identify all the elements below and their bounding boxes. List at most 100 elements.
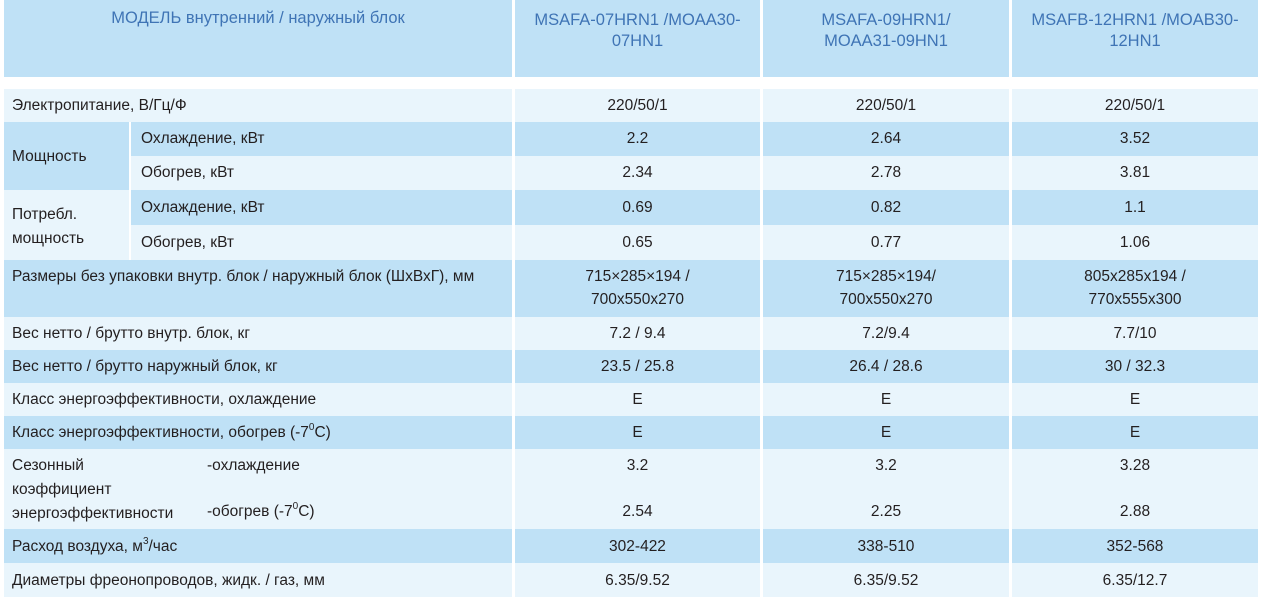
seasonal-heating-label-end: C): [298, 503, 315, 520]
seasonal-group-label-line-2: коэффициент: [12, 481, 112, 498]
energy-class-heating-value-2: E: [880, 424, 892, 441]
pipes-value-1: 6.35/9.52: [605, 572, 670, 589]
dimensions-value-1-line-1: 715×285×194 /: [585, 268, 690, 285]
dimensions-value-3-line-2: 770x555x300: [1088, 291, 1182, 308]
row-energy-class-heating: [4, 416, 1258, 449]
power-supply-label: Электропитание, В/Гц/Ф: [12, 97, 187, 114]
energy-class-cooling-value-1: E: [632, 391, 643, 408]
header-model-1-cell: MSAFA-07HRN1 /MOAA30- 07HN1: [515, 0, 760, 77]
energy-class-heating-label: Класс энергоэффективности, обогрев (-70C…: [12, 421, 331, 443]
weight-indoor-value-3: 7.7/10: [1113, 325, 1157, 342]
airflow-label-end: /час: [148, 538, 178, 555]
header-model-2-line-1: MSAFA-09HRN1/: [821, 11, 951, 29]
column-divider: [129, 122, 131, 260]
weight-outdoor-value-1: 23.5 / 25.8: [600, 358, 675, 375]
header-model-1-line-1: MSAFA-07HRN1 /MOAA30-: [534, 11, 741, 29]
degree-superscript: 0: [308, 421, 315, 433]
capacity-cooling-label: Охлаждение, кВт: [141, 130, 265, 147]
header-model-label: МОДЕЛЬ внутренний / наружный блок: [111, 9, 405, 27]
seasonal-cooling-value-2: 3.2: [875, 457, 897, 474]
capacity-cooling-value-3: 3.52: [1119, 130, 1151, 147]
seasonal-cooling-value-3: 3.28: [1119, 457, 1151, 474]
consumption-cooling-value-3: 1.1: [1124, 199, 1146, 216]
weight-indoor-label: Вес нетто / брутто внутр. блок, кг: [12, 325, 250, 342]
airflow-value-1: 302-422: [609, 538, 666, 555]
row-weight-outdoor: [4, 350, 1258, 383]
seasonal-cooling-value-1: 3.2: [626, 457, 649, 474]
weight-indoor-value-2: 7.2/9.4: [862, 325, 910, 342]
row-consumption-cooling: [131, 190, 1258, 225]
airflow-value-3: 352-568: [1106, 538, 1164, 555]
weight-outdoor-label: Вес нетто / брутто наружный блок, кг: [12, 358, 278, 375]
energy-class-heating-value-3: E: [1129, 424, 1141, 441]
power-supply-value-2: 220/50/1: [855, 97, 917, 114]
power-supply-value-1: 220/50/1: [607, 97, 668, 114]
column-divider: [1009, 0, 1012, 597]
column-divider: [512, 0, 515, 597]
capacity-heating-value-1: 2.34: [622, 164, 653, 181]
weight-outdoor-value-2: 26.4 / 28.6: [849, 358, 923, 375]
seasonal-group-label-line-1: Сезонный: [12, 457, 84, 474]
capacity-heating-value-3: 3.81: [1119, 164, 1151, 181]
header-model-1-line-2: 07HN1: [611, 32, 664, 50]
capacity-cooling-value-1: 2.2: [626, 130, 649, 147]
header-model-cell: МОДЕЛЬ внутренний / наружный блок: [4, 0, 512, 77]
energy-class-heating-label-end: C): [314, 424, 331, 441]
cubic-superscript: 3: [142, 535, 149, 547]
consumption-heating-value-2: 0.77: [870, 234, 902, 251]
consumption-cooling-value-2: 0.82: [870, 199, 902, 216]
column-divider: [760, 0, 763, 597]
header-model-3-line-1: MSAFB-12HRN1 /MOAB30-: [1031, 11, 1239, 29]
consumption-cooling-value-1: 0.69: [622, 199, 653, 216]
dimensions-value-2-line-2: 700x550x270: [839, 291, 933, 308]
capacity-cooling-value-2: 2.64: [870, 130, 902, 147]
header-model-2-cell: MSAFA-09HRN1/ MOAA31-09HN1: [763, 0, 1009, 77]
consumption-group-label-line-2: мощность: [12, 230, 85, 247]
header-model-3-cell: MSAFB-12HRN1 /MOAB30- 12HN1: [1012, 0, 1258, 77]
seasonal-heating-value-1: 2.54: [622, 503, 653, 520]
header-model-3-line-2: 12HN1: [1109, 32, 1161, 50]
row-airflow: [4, 529, 1258, 563]
power-supply-value-3: 220/50/1: [1104, 97, 1166, 114]
consumption-heating-value-1: 0.65: [622, 234, 653, 251]
pipes-value-2: 6.35/9.52: [853, 572, 919, 589]
airflow-label-main: Расход воздуха, м: [12, 538, 143, 555]
capacity-heating-label: Обогрев, кВт: [141, 164, 234, 181]
airflow-label: Расход воздуха, м3/час: [12, 535, 178, 557]
dimensions-label: Размеры без упаковки внутр. блок / наруж…: [12, 268, 475, 285]
row-capacity-heating: [131, 156, 1258, 190]
consumption-cooling-label: Охлаждение, кВт: [141, 199, 265, 216]
row-consumption-heating: [131, 225, 1258, 260]
seasonal-cooling-label: -охлаждение: [207, 457, 300, 474]
consumption-group-label-line-1: Потребл.: [12, 206, 78, 223]
row-seasonal: [4, 449, 1258, 529]
header-model-2-line-2: MOAA31-09HN1: [824, 32, 948, 50]
seasonal-heating-label: -обогрев (-70C): [207, 500, 315, 522]
group-capacity-bg: [4, 122, 131, 190]
energy-class-cooling-label: Класс энергоэффективности, охлаждение: [12, 391, 317, 408]
capacity-group-label: Мощность: [12, 148, 87, 165]
seasonal-group-label-line-3: энергоэффективности: [12, 505, 174, 522]
seasonal-heating-value-2: 2.25: [870, 503, 902, 520]
row-dimensions: [4, 260, 1258, 317]
energy-class-heating-value-1: E: [632, 424, 643, 441]
weight-indoor-value-1: 7.2 / 9.4: [609, 325, 666, 342]
pipes-label: Диаметры фреонопроводов, жидк. / газ, мм: [12, 572, 325, 589]
pipes-value-3: 6.35/12.7: [1102, 572, 1168, 589]
energy-class-heating-label-main: Класс энергоэффективности, обогрев (-7: [12, 424, 309, 441]
row-energy-class-cooling: [4, 383, 1258, 416]
consumption-heating-value-3: 1.06: [1119, 234, 1151, 251]
weight-outdoor-value-3: 30 / 32.3: [1104, 358, 1166, 375]
row-capacity-cooling: [4, 122, 1258, 156]
row-power-supply: [4, 89, 1258, 122]
dimensions-value-1-line-2: 700x550x270: [590, 291, 685, 308]
energy-class-cooling-value-3: E: [1129, 391, 1141, 408]
row-pipes: [4, 563, 1258, 597]
seasonal-heating-label-main: -обогрев (-7: [207, 503, 293, 520]
group-consumption-bg: [4, 190, 131, 260]
energy-class-cooling-value-2: E: [880, 391, 892, 408]
airflow-value-2: 338-510: [857, 538, 915, 555]
degree-superscript: 0: [292, 500, 299, 512]
consumption-heating-label: Обогрев, кВт: [141, 234, 234, 251]
dimensions-value-2-line-1: 715×285×194/: [836, 268, 936, 285]
